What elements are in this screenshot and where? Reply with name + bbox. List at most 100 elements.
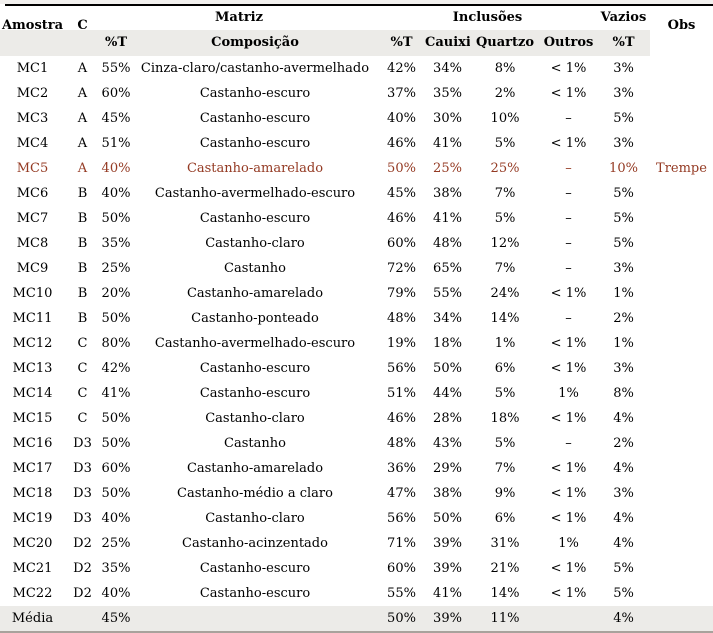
cell-composicao: Castanho-escuro: [199, 86, 311, 101]
cell-outros: –: [565, 161, 572, 176]
cell-outros: < 1%: [550, 361, 587, 376]
cell-classe: A: [77, 111, 88, 126]
cell-matriz_pct: 55%: [101, 61, 131, 76]
cell-outros: –: [565, 261, 572, 276]
cell-vazios_pct: 4%: [613, 536, 634, 551]
cell-quartzo: 6%: [494, 361, 516, 376]
cell-obs: [650, 331, 713, 356]
cell-obs: [650, 606, 713, 631]
cell-vazios_pct: 3%: [613, 61, 634, 76]
cell-classe: C: [77, 386, 88, 401]
cell-outros: < 1%: [550, 286, 587, 301]
cell-vazios_pct: 5%: [613, 586, 634, 601]
cell-inclusoes_pct: 45%: [387, 186, 416, 201]
cell-composicao: Castanho-avermelhado-escuro: [154, 336, 356, 351]
cell-vazios_pct: 3%: [613, 136, 634, 151]
cell-outros: < 1%: [550, 61, 587, 76]
header-group-matriz: Matriz: [215, 10, 263, 25]
cell-composicao: Castanho: [224, 261, 286, 276]
cell-inclusoes_pct: 46%: [387, 211, 416, 226]
cell-inclusoes_pct: 46%: [387, 411, 416, 426]
cell-quartzo: 31%: [490, 536, 520, 551]
cell-cauixi: 48%: [433, 236, 462, 251]
table-row: MC5 A 40% Castanho-amarelado 50% 25% 25% – 10% Tr…: [0, 156, 713, 181]
cell-quartzo: 1%: [494, 336, 516, 351]
cell-classe: D2: [73, 586, 92, 601]
cell-inclusoes_pct: 48%: [387, 311, 416, 326]
cell-composicao: Castanho-avermelhado-escuro: [154, 186, 356, 201]
cell-obs: [650, 131, 713, 156]
cell-amostra: MC18: [12, 486, 53, 501]
cell-cauixi: 43%: [433, 436, 462, 451]
cell-cauixi: 25%: [433, 161, 462, 176]
table-row: MC2 A 60% Castanho-escuro 37% 35% 2% < 1% 3%: [0, 81, 713, 106]
cell-inclusoes_pct: 71%: [387, 536, 416, 551]
header-cell-cauixi: Cauixi: [425, 30, 470, 56]
table-row: MC14 C 41% Castanho-escuro 51% 44% 5% 1% 8%: [0, 381, 713, 406]
cell-amostra: MC19: [12, 511, 53, 526]
cell-matriz_pct: 40%: [101, 186, 131, 201]
cell-matriz_pct: 80%: [101, 336, 131, 351]
cell-obs: [650, 281, 713, 306]
cell-cauixi: 38%: [433, 486, 462, 501]
table-row: MC6 B 40% Castanho-avermelhado-escuro 45% 38%…: [0, 181, 713, 206]
cell-vazios_pct: 4%: [613, 611, 634, 626]
cell-amostra: MC12: [12, 336, 53, 351]
cell-obs: [650, 81, 713, 106]
table-row: MC10 B 20% Castanho-amarelado 79% 55% 24% < 1% 1…: [0, 281, 713, 306]
cell-inclusoes_pct: 46%: [387, 136, 416, 151]
cell-quartzo: 21%: [490, 561, 520, 576]
cell-inclusoes_pct: 56%: [387, 361, 416, 376]
cell-quartzo: 5%: [494, 136, 516, 151]
cell-cauixi: 55%: [433, 286, 462, 301]
table-row: MC13 C 42% Castanho-escuro 56% 50% 6% < 1% 3%: [0, 356, 713, 381]
cell-outros: –: [565, 311, 572, 326]
cell-quartzo: 7%: [494, 186, 516, 201]
page-margin-strip: [0, 0, 713, 4]
cell-vazios_pct: 2%: [613, 311, 634, 326]
cell-cauixi: 39%: [433, 561, 462, 576]
cell-obs: [650, 231, 713, 256]
header-spacer-obs: [650, 30, 713, 56]
cell-outros: < 1%: [550, 486, 587, 501]
cell-composicao: Castanho-ponteado: [191, 311, 319, 326]
cell-vazios_pct: 3%: [613, 361, 634, 376]
cell-outros: –: [565, 236, 572, 251]
cell-quartzo: 11%: [490, 611, 520, 626]
cell-amostra: MC17: [12, 461, 53, 476]
cell-inclusoes_pct: 19%: [387, 336, 416, 351]
cell-matriz_pct: 35%: [101, 236, 131, 251]
cell-outros: < 1%: [550, 336, 587, 351]
cell-outros: –: [565, 211, 572, 226]
cell-inclusoes_pct: 79%: [387, 286, 416, 301]
cell-matriz_pct: 45%: [101, 111, 131, 126]
table-footer: Média 45% 50% 39% 11% 4%: [0, 606, 713, 631]
cell-composicao: Castanho-escuro: [199, 361, 311, 376]
cell-amostra: MC4: [16, 136, 49, 151]
table-row: MC16 D3 50% Castanho 48% 43% 5% – 2%: [0, 431, 713, 456]
cell-composicao: Castanho: [224, 436, 286, 451]
cell-cauixi: 38%: [433, 186, 462, 201]
header-cell-matriz-pct: %T: [100, 30, 132, 56]
cell-inclusoes_pct: 51%: [387, 386, 416, 401]
cell-composicao: Castanho-escuro: [199, 386, 311, 401]
header-group-vazios: Vazios: [600, 10, 647, 25]
cell-classe: A: [77, 61, 88, 76]
cell-classe: C: [77, 336, 88, 351]
cell-cauixi: 39%: [433, 611, 462, 626]
cell-obs: [650, 306, 713, 331]
cell-obs: [650, 356, 713, 381]
cell-quartzo: 9%: [494, 486, 516, 501]
table-row: MC4 A 51% Castanho-escuro 46% 41% 5% < 1% 3%: [0, 131, 713, 156]
cell-composicao: Castanho-amarelado: [186, 161, 324, 176]
header-cell-quartzo: Quartzo: [470, 30, 540, 56]
cell-quartzo: 7%: [494, 461, 516, 476]
cell-vazios_pct: 3%: [613, 486, 634, 501]
cell-outros: –: [565, 436, 572, 451]
cell-obs: [650, 406, 713, 431]
cell-classe: B: [77, 261, 88, 276]
cell-quartzo: 18%: [490, 411, 520, 426]
cell-amostra: MC3: [16, 111, 49, 126]
cell-quartzo: 25%: [490, 161, 520, 176]
